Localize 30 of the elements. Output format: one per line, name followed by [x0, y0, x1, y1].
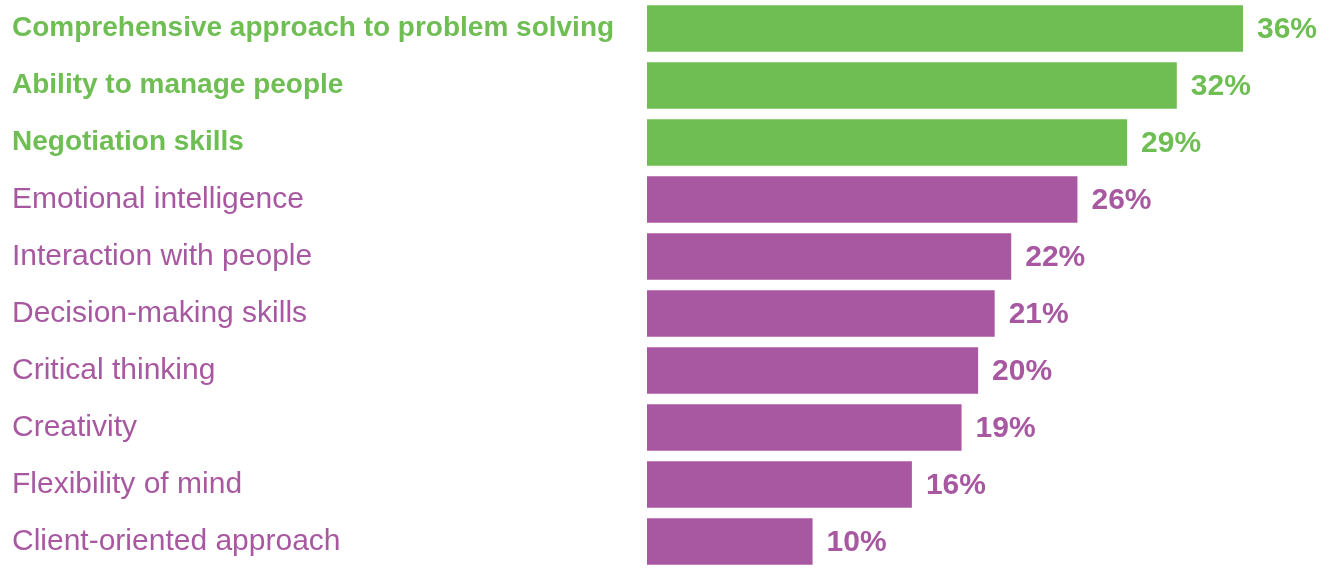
y-tick-label: Ability to manage people: [12, 68, 344, 100]
y-tick-label: Critical thinking: [12, 351, 216, 385]
data-label: 16%: [925, 466, 986, 500]
bar: [647, 461, 912, 508]
bar: [647, 404, 962, 451]
y-tick-label: Emotional intelligence: [12, 180, 304, 214]
data-label: 36%: [1257, 10, 1318, 44]
bar: [647, 233, 1012, 280]
bar: [647, 5, 1243, 52]
data-label: 19%: [975, 409, 1036, 443]
y-tick-label: Client-oriented approach: [12, 522, 341, 556]
bar: [647, 518, 813, 565]
y-tick-label: Flexibility of mind: [12, 465, 243, 499]
y-tick-label: Creativity: [12, 408, 138, 442]
bar: [647, 62, 1177, 109]
bar: [647, 347, 979, 394]
data-label: 29%: [1141, 124, 1202, 158]
y-tick-label: Interaction with people: [12, 237, 313, 271]
data-label: 32%: [1190, 67, 1251, 101]
bar: [647, 176, 1078, 223]
bar: [647, 290, 995, 337]
data-label: 22%: [1025, 238, 1086, 272]
data-label: 21%: [1008, 295, 1069, 329]
bar: [647, 119, 1128, 166]
data-label: 10%: [826, 523, 887, 557]
data-label: 26%: [1091, 181, 1152, 215]
y-tick-label: Decision-making skills: [12, 294, 308, 328]
y-tick-label: Negotiation skills: [12, 125, 244, 157]
data-label: 20%: [992, 352, 1053, 386]
y-tick-label: Comprehensive approach to problem solving: [12, 11, 615, 43]
